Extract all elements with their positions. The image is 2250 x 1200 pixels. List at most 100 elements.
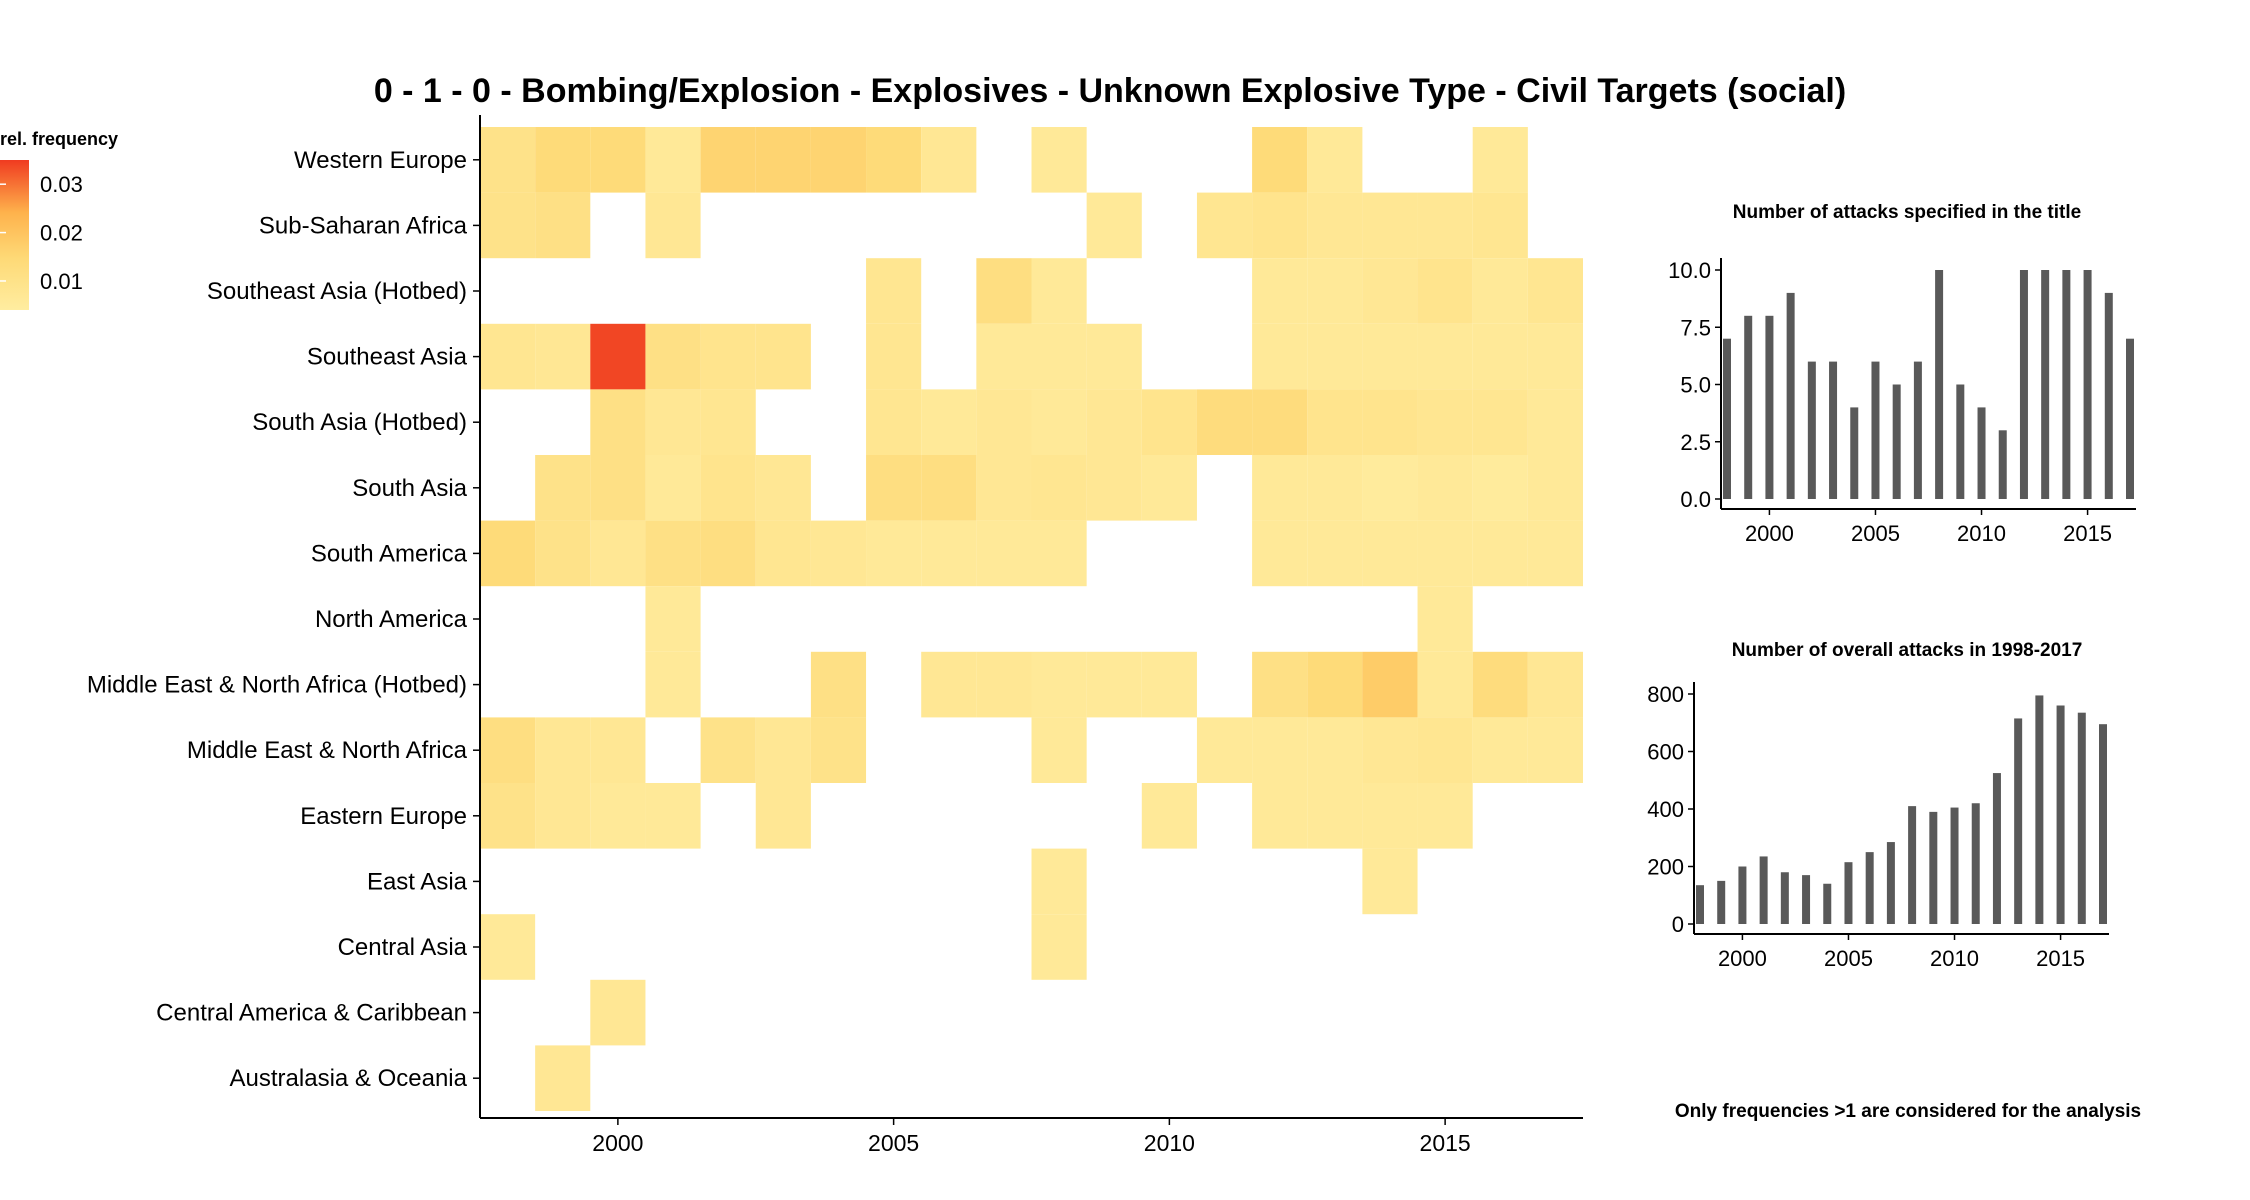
- heatmap-row-label: Central Asia: [338, 934, 468, 961]
- bar: [1717, 880, 1726, 924]
- bar: [2056, 705, 2065, 924]
- heatmap-cell: [866, 127, 922, 193]
- bar-x-tick-label: 2015: [2063, 521, 2112, 546]
- heatmap-cell: [535, 455, 591, 521]
- footnote: Only frequencies >1 are considered for t…: [1675, 1101, 2141, 1122]
- heatmap-cell: [590, 127, 646, 193]
- heatmap-row-label: South America: [311, 540, 468, 567]
- bar: [1829, 361, 1838, 499]
- legend-colorbar: [0, 160, 29, 310]
- heatmap-cell: [700, 520, 756, 587]
- bar-chart-overall-attacks: Number of overall attacks in 1998-2017 0…: [1647, 640, 2109, 971]
- heatmap-cell: [1307, 192, 1363, 259]
- chart-title: 0 - 1 - 0 - Bombing/Explosion - Explosiv…: [374, 72, 1846, 110]
- heatmap-cell: [866, 520, 922, 587]
- heatmap-x-tick-label: 2010: [1144, 1130, 1195, 1156]
- bar: [1723, 338, 1731, 499]
- heatmap-cell: [1417, 520, 1473, 587]
- heatmap-row-label: Central America & Caribbean: [156, 1000, 467, 1027]
- heatmap-cell: [590, 389, 646, 455]
- heatmap-cell: [866, 323, 922, 390]
- bar-chart-attacks-specified: Number of attacks specified in the title…: [1668, 202, 2136, 546]
- bar-x-tick-label: 2000: [1718, 946, 1767, 971]
- heatmap-cell: [755, 717, 811, 783]
- heatmap-cell: [645, 651, 701, 718]
- heatmap-cell: [1417, 783, 1473, 849]
- bar-x-tick-label: 2005: [1824, 946, 1873, 971]
- heatmap-cell: [1472, 717, 1528, 783]
- heatmap-x-tick-label: 2005: [868, 1130, 919, 1156]
- bar: [1738, 866, 1747, 924]
- bar: [2126, 338, 2134, 499]
- bar: [2041, 270, 2050, 499]
- bar: [1935, 270, 1944, 499]
- bar: [1823, 883, 1832, 924]
- bar-x-tick-label: 2015: [2036, 946, 2085, 971]
- bar: [2035, 695, 2044, 924]
- bar: [1929, 811, 1938, 924]
- heatmap-cell: [976, 389, 1032, 455]
- heatmap-cell: [1252, 520, 1308, 587]
- heatmap-cell: [590, 717, 646, 783]
- heatmap-cell: [921, 520, 977, 587]
- heatmap-cell: [976, 258, 1032, 324]
- heatmap-cell: [1141, 455, 1197, 521]
- legend: rel. frequency 0.01 0.02 0.03: [0, 129, 118, 310]
- bar-x-tick-label: 2000: [1745, 521, 1794, 546]
- bar: [1765, 315, 1774, 499]
- bar-chart-2-title: Number of overall attacks in 1998-2017: [1732, 640, 2083, 661]
- bar: [1865, 852, 1874, 924]
- heatmap-row-label: North America: [315, 606, 468, 633]
- heatmap-cell: [921, 651, 977, 718]
- bar: [1950, 807, 1959, 924]
- heatmap-cell: [590, 455, 646, 521]
- bar-y-tick-label: 10.0: [1668, 258, 1711, 283]
- heatmap-cell: [1417, 717, 1473, 783]
- heatmap-x-tick-label: 2015: [1420, 1130, 1471, 1156]
- heatmap-cell: [1472, 389, 1528, 455]
- bar-y-tick-label: 5.0: [1680, 373, 1711, 398]
- heatmap-cell: [1196, 389, 1253, 455]
- heatmap-cell: [1417, 586, 1473, 652]
- heatmap-cell: [1472, 455, 1528, 521]
- heatmap-cell: [1307, 258, 1363, 324]
- bar: [1786, 292, 1795, 499]
- heatmap-cell: [1362, 717, 1418, 783]
- heatmap-cell: [480, 783, 536, 849]
- heatmap-cell: [1307, 520, 1363, 587]
- bar: [1780, 872, 1789, 924]
- heatmap-cell: [1307, 651, 1363, 718]
- heatmap-cell: [1086, 651, 1142, 718]
- heatmap-cell: [1252, 783, 1308, 849]
- heatmap-cell: [1252, 323, 1308, 390]
- bar: [1844, 862, 1853, 924]
- bar-y-tick-label: 400: [1647, 797, 1684, 822]
- heatmap-cell: [645, 192, 701, 259]
- heatmap-cell: [1141, 389, 1197, 455]
- bar: [1971, 803, 1980, 924]
- heatmap-cell: [1307, 783, 1363, 849]
- heatmap-cell: [1472, 651, 1528, 718]
- heatmap-cell: [976, 520, 1032, 587]
- heatmap-cell: [1086, 192, 1142, 259]
- heatmap-cell: [1417, 258, 1473, 324]
- heatmap-cell: [1031, 127, 1087, 193]
- heatmap-cell: [590, 323, 646, 390]
- heatmap-cell: [1362, 783, 1418, 849]
- heatmap-cell: [1031, 455, 1087, 521]
- heatmap-cell: [1362, 258, 1418, 324]
- heatmap-cell: [700, 127, 756, 193]
- heatmap-cell: [1527, 651, 1583, 718]
- bar: [2077, 712, 2086, 924]
- heatmap-cell: [1362, 520, 1418, 587]
- heatmap-cell: [645, 455, 701, 521]
- legend-tick-label: 0.02: [40, 221, 83, 246]
- heatmap-cell: [755, 455, 811, 521]
- heatmap-cell: [1031, 651, 1087, 718]
- bar: [1977, 407, 1986, 499]
- bar: [1759, 856, 1768, 924]
- heatmap-cell: [645, 323, 701, 390]
- heatmap-cell: [1527, 455, 1583, 521]
- bar-chart-1-title: Number of attacks specified in the title: [1733, 202, 2081, 223]
- heatmap-cell: [1307, 323, 1363, 390]
